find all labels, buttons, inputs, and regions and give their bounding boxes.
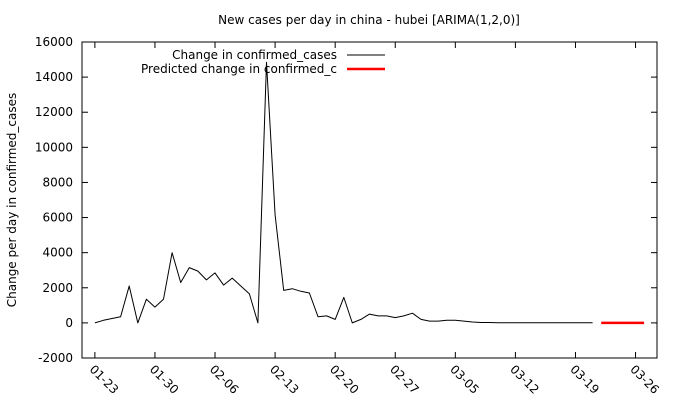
x-tick-label: 03-19: [567, 362, 602, 397]
x-axis-ticks: 01-23 01-30 02-06 02-13 02-20 02-27 03-05 03-12…: [87, 42, 662, 397]
x-tick-label: 02-13: [267, 362, 302, 397]
y-tick-label: 10000: [35, 140, 73, 154]
y-axis-ticks: -2000 0 2000 4000 6000 8000 10000 12000 14000 160…: [35, 35, 657, 365]
x-tick-label: 03-05: [447, 362, 482, 397]
series-line-actual: [95, 62, 593, 323]
chart-title: New cases per day in china - hubei [ARIM…: [218, 13, 520, 27]
x-tick-label: 02-27: [387, 362, 422, 397]
y-tick-label: 6000: [42, 211, 73, 225]
y-tick-label: 0: [65, 316, 73, 330]
x-tick-label: 01-23: [87, 362, 122, 397]
y-tick-label: 14000: [35, 70, 73, 84]
x-tick-label: 01-30: [147, 362, 182, 397]
x-tick-label: 03-12: [507, 362, 542, 397]
x-tick-label: 03-26: [627, 362, 662, 397]
y-tick-label: 2000: [42, 281, 73, 295]
y-tick-label: 16000: [35, 35, 73, 49]
series-layer: [95, 62, 644, 323]
x-tick-label: 02-06: [207, 362, 242, 397]
y-tick-label: 8000: [42, 175, 73, 189]
x-tick-label: 02-20: [327, 362, 362, 397]
legend-label: Change in confirmed_cases: [172, 48, 337, 62]
y-tick-label: 12000: [35, 105, 73, 119]
y-tick-label: 4000: [42, 246, 73, 260]
plot-frame: [82, 42, 657, 358]
y-tick-label: -2000: [38, 351, 73, 365]
y-axis-label: Change per day in confirmed_cases: [5, 93, 19, 308]
legend-label: Predicted change in confirmed_c: [141, 62, 337, 76]
